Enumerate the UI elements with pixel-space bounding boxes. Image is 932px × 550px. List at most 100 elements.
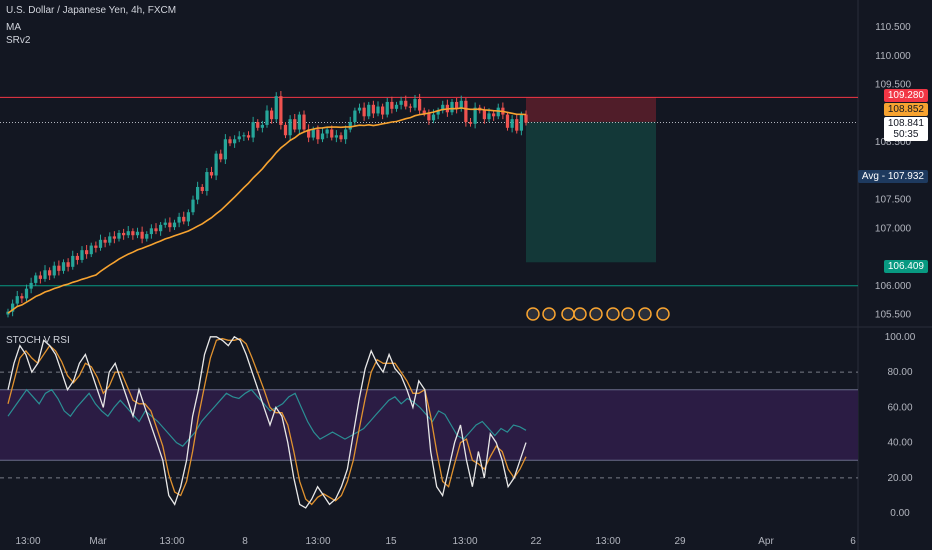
candle-body: [108, 236, 112, 243]
candle-body: [427, 113, 431, 121]
candle-body: [515, 119, 519, 131]
price-tick-label: 106.000: [875, 281, 912, 292]
candle-body: [61, 262, 66, 271]
target-price-tag: 106.409: [883, 260, 928, 273]
stoch-d-line: [7, 337, 527, 506]
candle-body: [468, 122, 473, 124]
candle-body: [34, 275, 38, 283]
candle-body: [390, 101, 394, 109]
candle-body: [357, 107, 362, 111]
candle-body: [399, 100, 403, 105]
candle-body: [381, 106, 385, 115]
time-tick-label: 13:00: [595, 536, 620, 547]
candle-body: [297, 114, 301, 130]
candle-body: [307, 129, 311, 138]
time-tick-label: 8: [242, 536, 248, 547]
economic-event-icon: [606, 307, 620, 321]
candle-body: [274, 96, 278, 120]
candle-body: [302, 114, 306, 130]
time-tick-label: 6: [850, 536, 856, 547]
candle-body: [311, 129, 315, 138]
candle-body: [394, 104, 399, 109]
candle-body: [367, 104, 371, 117]
candle-body: [251, 122, 255, 138]
candle-body: [228, 139, 232, 144]
candle-body: [413, 99, 417, 108]
candle-body: [293, 119, 297, 130]
candle-body: [487, 113, 491, 120]
oscillator-tick-label: 80.00: [887, 367, 912, 378]
candle-body: [85, 250, 89, 255]
rsi-line: [7, 388, 527, 447]
candle-body: [492, 113, 496, 117]
oscillator-tick-label: 60.00: [887, 402, 912, 413]
candle-body: [246, 135, 251, 138]
candle-body: [29, 282, 33, 289]
candle-body: [182, 216, 186, 222]
candle-body: [288, 119, 292, 136]
candle-body: [89, 245, 93, 255]
candle-body: [473, 107, 477, 124]
symbol-title[interactable]: U.S. Dollar / Japanese Yen, 4h, FXCM: [6, 5, 177, 16]
candle-body: [209, 172, 214, 176]
candle-body: [455, 101, 459, 109]
avg-price-tag: Avg - 107.932: [857, 170, 928, 183]
candle-body: [177, 216, 181, 223]
economic-event-icon: [573, 307, 587, 321]
time-tick-label: 13:00: [305, 536, 330, 547]
oscillator-tick-label: 100.00: [885, 332, 916, 343]
candle-body: [344, 129, 348, 140]
candle-body: [131, 231, 135, 236]
ma-price-tag: 108.852: [883, 103, 928, 116]
candle-body: [496, 107, 500, 117]
time-tick-label: 15: [385, 536, 397, 547]
candle-body: [334, 135, 338, 138]
candle-body: [48, 270, 52, 276]
economic-event-icon: [638, 307, 652, 321]
time-tick-label: 13:00: [159, 536, 184, 547]
candle-body: [279, 96, 283, 125]
candle-body: [371, 104, 375, 114]
time-tick-label: Apr: [758, 536, 774, 547]
price-tick-label: 107.500: [875, 195, 912, 206]
candle-body: [149, 228, 153, 235]
candle-body: [191, 199, 195, 213]
candle-body: [94, 245, 98, 248]
stop-loss-zone: [526, 97, 656, 122]
time-tick-label: Mar: [89, 536, 107, 547]
economic-event-icon: [542, 307, 556, 321]
candle-body: [135, 231, 140, 236]
candle-body: [112, 236, 116, 239]
ma-indicator-label[interactable]: MA: [6, 22, 21, 33]
candle-body: [270, 110, 274, 120]
candle-body: [186, 212, 190, 222]
candle-body: [98, 239, 103, 248]
candle-body: [325, 129, 329, 134]
candle-body: [376, 106, 380, 114]
avg-value: 107.932: [887, 171, 924, 182]
avg-label: Avg: [861, 171, 879, 182]
candle-body: [205, 172, 209, 191]
oscillator-tick-label: 40.00: [887, 438, 912, 449]
price-tick-label: 109.500: [875, 80, 912, 91]
candle-body: [237, 136, 241, 140]
stoch-rsi-title[interactable]: STOCH V RSI: [6, 335, 70, 346]
candle-body: [15, 296, 19, 304]
economic-event-icon: [589, 307, 603, 321]
economic-event-icon: [561, 307, 575, 321]
candle-body: [38, 275, 42, 279]
candle-body: [24, 288, 29, 299]
time-tick-label: 22: [530, 536, 542, 547]
candle-body: [223, 139, 227, 160]
oscillator-tick-label: 0.00: [890, 508, 910, 519]
candle-body: [219, 153, 223, 160]
srv2-indicator-label[interactable]: SRv2: [6, 35, 31, 46]
bar-countdown: 50:35: [893, 129, 919, 140]
last-price-tag: 108.841 50:35: [883, 117, 928, 141]
candle-body: [154, 228, 158, 232]
price-tick-label: 105.500: [875, 310, 912, 321]
candle-body: [168, 222, 172, 228]
candle-body: [404, 100, 408, 107]
candle-body: [145, 234, 149, 239]
